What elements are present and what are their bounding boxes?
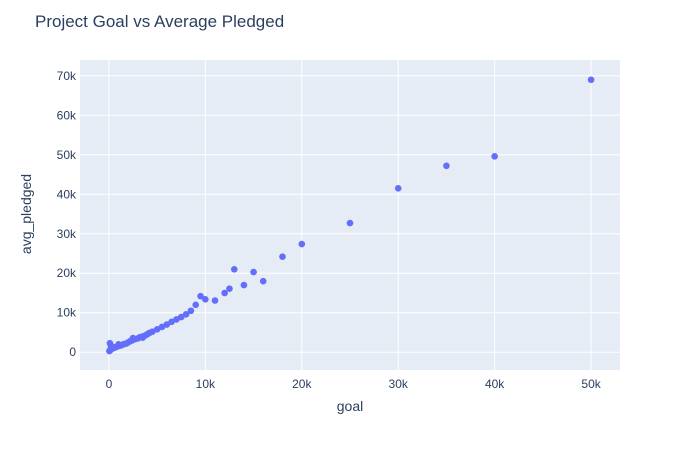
chart-title: Project Goal vs Average Pledged — [35, 12, 285, 31]
data-point — [163, 321, 171, 328]
x-tick-label: 40k — [485, 377, 505, 391]
x-tick-label: 30k — [389, 377, 409, 391]
data-point — [346, 219, 354, 227]
y-tick-label: 10k — [57, 306, 77, 320]
x-tick-label: 10k — [196, 377, 216, 391]
data-point — [250, 268, 257, 276]
data-point — [115, 341, 122, 348]
data-point — [240, 281, 248, 289]
x-tick-label: 0 — [106, 377, 113, 391]
x-tick-label: 50k — [581, 377, 601, 391]
x-tick-label: 20k — [292, 377, 312, 391]
y-axis-title: avg_pledged — [18, 173, 34, 255]
data-point — [298, 240, 306, 248]
x-axis-title: goal — [336, 398, 364, 414]
data-point — [587, 76, 595, 84]
data-point — [394, 185, 402, 192]
data-point — [182, 311, 190, 318]
data-points — [106, 76, 595, 355]
plot-background — [80, 60, 620, 370]
data-point — [259, 277, 267, 285]
data-point — [197, 292, 204, 300]
data-point — [230, 265, 238, 273]
data-point — [221, 289, 228, 297]
y-tick-label: 60k — [57, 108, 77, 122]
data-point — [129, 334, 137, 342]
y-tick-labels: 0 10k 20k 30k 40k 50k 60k 70k — [57, 69, 77, 359]
data-point — [187, 307, 195, 315]
data-point — [192, 301, 200, 309]
data-point — [107, 342, 115, 349]
data-point — [226, 285, 233, 292]
x-tick-labels: 0 10k 20k 30k 40k 50k — [106, 377, 602, 391]
y-tick-label: 70k — [57, 69, 77, 83]
y-tick-label: 0 — [69, 345, 76, 359]
data-point — [202, 296, 209, 303]
y-tick-label: 40k — [57, 187, 77, 201]
y-tick-label: 30k — [57, 227, 77, 241]
data-point — [443, 162, 450, 170]
data-point — [139, 334, 146, 341]
y-tick-label: 20k — [57, 266, 77, 280]
data-point — [491, 153, 498, 160]
data-point — [211, 297, 219, 304]
y-tick-label: 50k — [57, 148, 77, 162]
y-gridlines — [80, 75, 620, 353]
data-point — [279, 253, 286, 260]
data-point — [177, 313, 185, 321]
x-gridlines — [108, 60, 592, 370]
